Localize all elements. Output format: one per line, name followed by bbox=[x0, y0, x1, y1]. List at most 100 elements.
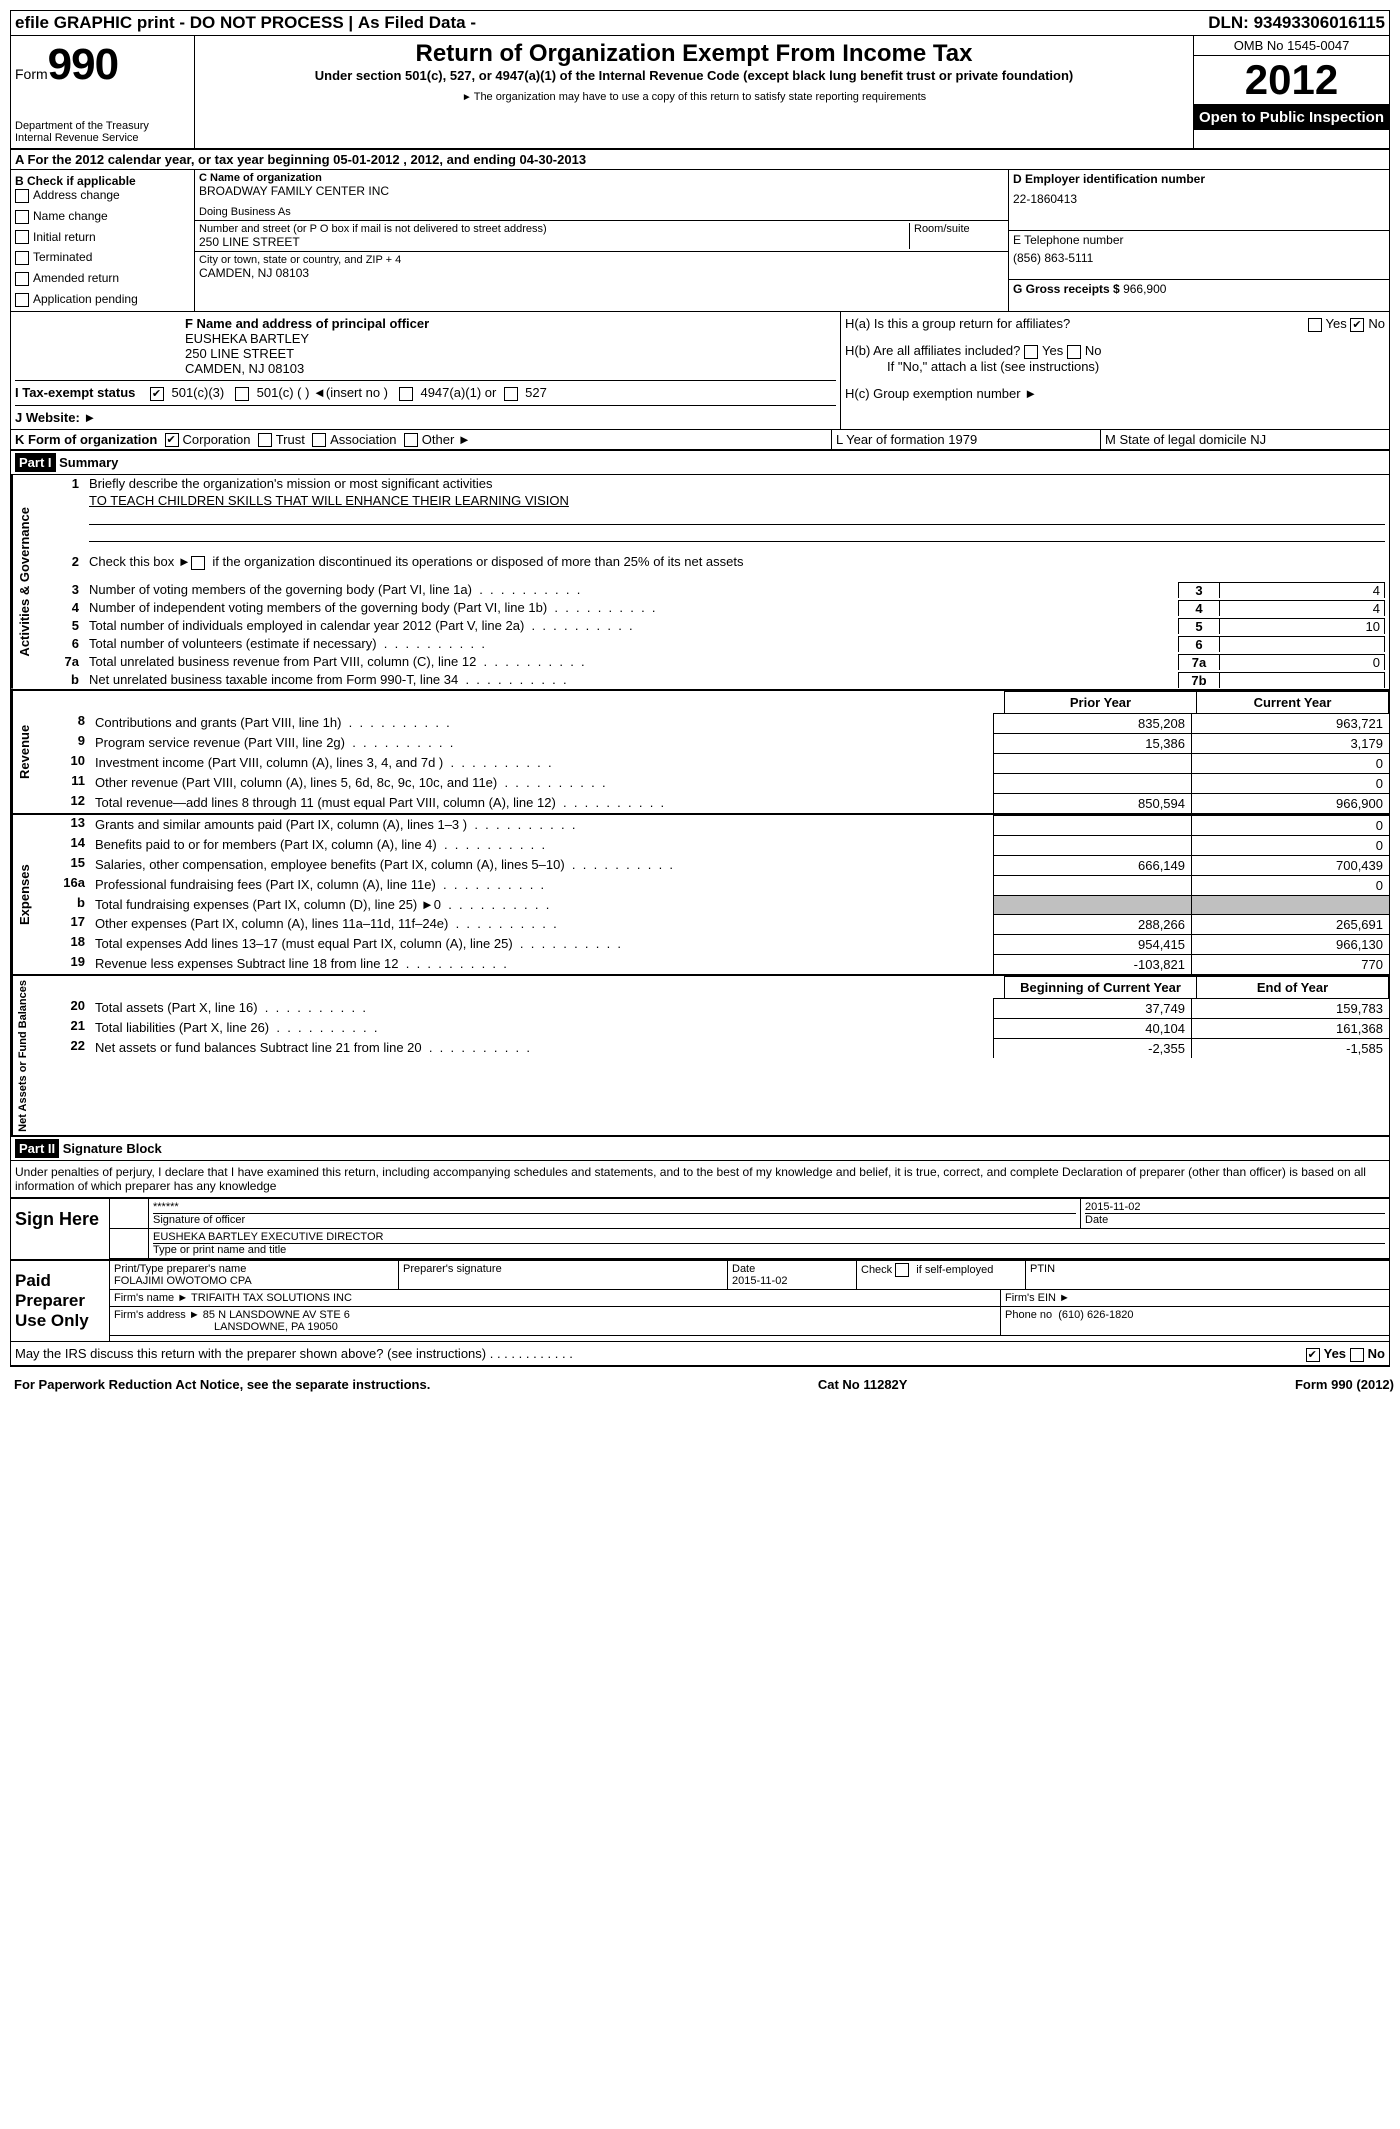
form-header: Form990 Department of the Treasury Inter… bbox=[11, 36, 1389, 150]
checkbox-501c3[interactable] bbox=[150, 387, 164, 401]
summary-line-desc: Net unrelated business taxable income fr… bbox=[89, 672, 1178, 688]
fin-prior-val: 954,415 bbox=[993, 934, 1191, 954]
sig-stars: ****** bbox=[153, 1201, 1076, 1213]
fin-prior-val: 40,104 bbox=[993, 1018, 1191, 1038]
return-title: Return of Organization Exempt From Incom… bbox=[199, 40, 1189, 68]
gross-receipts-value: 966,900 bbox=[1123, 282, 1166, 296]
phone-label: E Telephone number bbox=[1013, 233, 1385, 247]
fin-line-desc: Professional fundraising fees (Part IX, … bbox=[95, 875, 993, 895]
checkbox-name-change[interactable] bbox=[15, 210, 29, 224]
officer-addr2: CAMDEN, NJ 08103 bbox=[185, 361, 304, 376]
checkbox-other[interactable] bbox=[404, 433, 418, 447]
checkbox-discuss-no[interactable] bbox=[1350, 1348, 1364, 1362]
firm-addr2: LANSDOWNE, PA 19050 bbox=[114, 1321, 338, 1333]
fin-prior-val: 666,149 bbox=[993, 855, 1191, 875]
state-domicile: M State of legal domicile NJ bbox=[1100, 430, 1389, 450]
ein-label: D Employer identification number bbox=[1013, 172, 1205, 186]
sig-date: 2015-11-02 bbox=[1085, 1201, 1385, 1213]
paperwork-notice: For Paperwork Reduction Act Notice, see … bbox=[14, 1377, 430, 1392]
fin-line-desc: Total expenses Add lines 13–17 (must equ… bbox=[95, 934, 993, 954]
checkbox-4947[interactable] bbox=[399, 387, 413, 401]
checkbox-address-change[interactable] bbox=[15, 189, 29, 203]
end-year-header: End of Year bbox=[1197, 976, 1389, 998]
firm-phone: (610) 626-1820 bbox=[1058, 1309, 1133, 1321]
checkbox-527[interactable] bbox=[504, 387, 518, 401]
sign-here-block: Sign Here ****** Signature of officer 20… bbox=[11, 1197, 1389, 1259]
fin-prior-val bbox=[993, 875, 1191, 895]
perjury-declaration: Under penalties of perjury, I declare th… bbox=[11, 1161, 1389, 1197]
fin-line-desc: Benefits paid to or for members (Part IX… bbox=[95, 835, 993, 855]
fin-current-val bbox=[1191, 895, 1389, 914]
prep-date-label: Date bbox=[732, 1263, 852, 1275]
current-year-header: Current Year bbox=[1197, 691, 1389, 713]
summary-line-val bbox=[1220, 636, 1385, 652]
sign-here-label: Sign Here bbox=[11, 1199, 110, 1259]
summary-line-desc: Total number of volunteers (estimate if … bbox=[89, 636, 1178, 652]
checkbox-hb-yes[interactable] bbox=[1024, 345, 1038, 359]
part-i-tag: Part I bbox=[15, 453, 56, 472]
prep-name: FOLAJIMI OWOTOMO CPA bbox=[114, 1275, 394, 1287]
summary-line-desc: Total number of individuals employed in … bbox=[89, 618, 1178, 634]
officer-label: F Name and address of principal officer bbox=[185, 316, 429, 331]
checkbox-trust[interactable] bbox=[258, 433, 272, 447]
prep-date: 2015-11-02 bbox=[732, 1275, 852, 1287]
paid-preparer-label: Paid Preparer Use Only bbox=[11, 1261, 110, 1341]
return-subtitle: Under section 501(c), 527, or 4947(a)(1)… bbox=[199, 68, 1189, 83]
officer-group-row: F Name and address of principal officer … bbox=[11, 312, 1389, 430]
header-info-block: B Check if applicable Address change Nam… bbox=[11, 170, 1389, 312]
checkbox-501c[interactable] bbox=[235, 387, 249, 401]
checkbox-application-pending[interactable] bbox=[15, 293, 29, 307]
fin-line-desc: Contributions and grants (Part VIII, lin… bbox=[95, 713, 993, 733]
org-name-label: C Name of organization bbox=[199, 172, 322, 184]
sig-officer-label: Signature of officer bbox=[153, 1213, 1076, 1226]
type-print-label: Type or print name and title bbox=[153, 1243, 1385, 1256]
prep-name-label: Print/Type preparer's name bbox=[114, 1263, 394, 1275]
fin-line-desc: Investment income (Part VIII, column (A)… bbox=[95, 753, 993, 773]
prior-year-header: Prior Year bbox=[1004, 691, 1197, 713]
fin-prior-val bbox=[993, 773, 1191, 793]
checkbox-initial-return[interactable] bbox=[15, 230, 29, 244]
irs-discuss-row: May the IRS discuss this return with the… bbox=[11, 1341, 1389, 1366]
officer-addr1: 250 LINE STREET bbox=[185, 346, 294, 361]
checkbox-corporation[interactable] bbox=[165, 433, 179, 447]
room-label: Room/suite bbox=[914, 223, 1004, 235]
fin-line-desc: Program service revenue (Part VIII, line… bbox=[95, 733, 993, 753]
ein-value: 22-1860413 bbox=[1013, 186, 1385, 212]
officer-name-title: EUSHEKA BARTLEY EXECUTIVE DIRECTOR bbox=[153, 1231, 1385, 1243]
checkbox-amended[interactable] bbox=[15, 272, 29, 286]
omb-number: OMB No 1545-0047 bbox=[1194, 36, 1389, 56]
checkbox-terminated[interactable] bbox=[15, 251, 29, 265]
summary-line-val bbox=[1220, 672, 1385, 688]
city-state-zip: CAMDEN, NJ 08103 bbox=[199, 266, 1004, 280]
section-a-tax-year: A For the 2012 calendar year, or tax yea… bbox=[11, 150, 1389, 170]
fin-current-val: 3,179 bbox=[1191, 733, 1389, 753]
checkbox-discontinued[interactable] bbox=[191, 556, 205, 570]
page-footer: For Paperwork Reduction Act Notice, see … bbox=[10, 1373, 1398, 1396]
form-label: Form bbox=[15, 66, 48, 82]
fin-line-desc: Net assets or fund balances Subtract lin… bbox=[95, 1038, 993, 1058]
summary-line-desc: Number of voting members of the governin… bbox=[89, 582, 1178, 598]
checkbox-ha-yes[interactable] bbox=[1308, 318, 1322, 332]
checkbox-discuss-yes[interactable] bbox=[1306, 1348, 1320, 1362]
fin-prior-val bbox=[993, 835, 1191, 855]
checkbox-hb-no[interactable] bbox=[1067, 345, 1081, 359]
efile-notice: efile GRAPHIC print - DO NOT PROCESS bbox=[15, 13, 344, 33]
gross-receipts-label: G Gross receipts $ bbox=[1013, 282, 1120, 296]
net-assets-block: Net Assets or Fund Balances Beginning of… bbox=[11, 976, 1389, 1138]
vtab-expenses: Expenses bbox=[11, 815, 45, 974]
fin-prior-val: 835,208 bbox=[993, 713, 1191, 733]
checkbox-self-employed[interactable] bbox=[895, 1263, 909, 1277]
fin-prior-val bbox=[993, 815, 1191, 835]
revenue-block: Revenue Prior Year Current Year 8Contrib… bbox=[11, 691, 1389, 815]
checkbox-ha-no[interactable] bbox=[1350, 318, 1364, 332]
dln-value: 93493306016115 bbox=[1254, 13, 1385, 33]
summary-line-val: 4 bbox=[1220, 582, 1385, 598]
dept-treasury: Department of the Treasury bbox=[15, 120, 190, 132]
cat-no: Cat No 11282Y bbox=[430, 1377, 1295, 1392]
fin-prior-val: 37,749 bbox=[993, 998, 1191, 1018]
vtab-netassets: Net Assets or Fund Balances bbox=[11, 976, 45, 1136]
fin-prior-val: 850,594 bbox=[993, 793, 1191, 813]
summary-line-desc: Number of independent voting members of … bbox=[89, 600, 1178, 616]
fin-prior-val bbox=[993, 753, 1191, 773]
checkbox-association[interactable] bbox=[312, 433, 326, 447]
